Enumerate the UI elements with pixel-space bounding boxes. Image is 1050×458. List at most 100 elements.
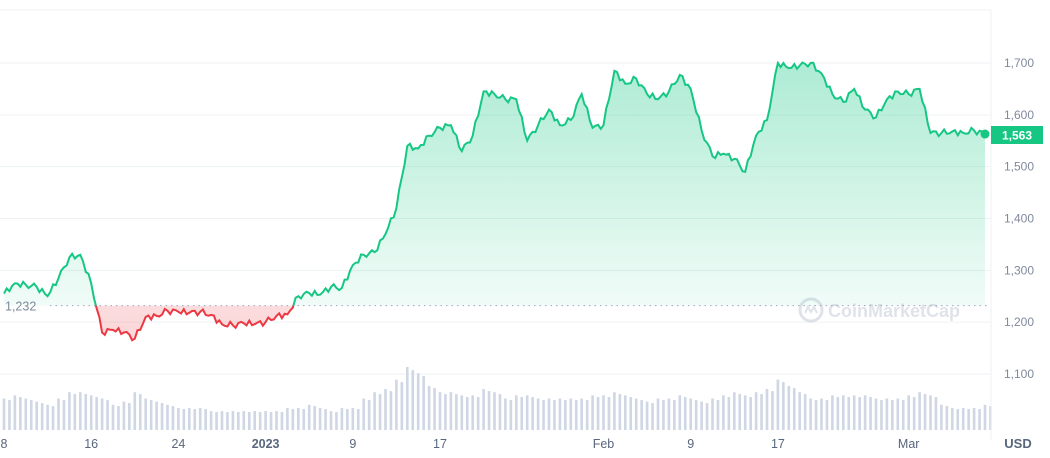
watermark-logo: CoinMarketCap <box>798 297 960 323</box>
volume-bar <box>438 392 442 430</box>
volume-bar <box>509 400 513 430</box>
volume-bar <box>809 398 812 430</box>
volume-bar <box>634 398 638 430</box>
volume-bar <box>978 409 981 430</box>
volume-bar <box>662 400 665 430</box>
volume-bar <box>945 406 949 430</box>
volume-bar <box>825 400 829 430</box>
volume-bar <box>689 398 692 430</box>
volume-bar <box>487 391 491 430</box>
volume-bar <box>389 391 393 430</box>
volume-bar <box>983 404 987 430</box>
x-tick-label: Mar <box>898 437 920 451</box>
volume-bar <box>645 401 649 430</box>
volume-bar <box>749 397 752 430</box>
x-tick-label: 17 <box>433 437 447 451</box>
volume-bar <box>852 395 856 430</box>
volume-bar <box>629 397 633 430</box>
volume-bar <box>885 398 889 430</box>
volume-bar <box>525 395 529 430</box>
volume-bar <box>373 392 376 430</box>
x-tick-label: 24 <box>171 437 185 451</box>
volume-bar <box>160 403 164 430</box>
volume-bar <box>771 391 774 430</box>
volume-bar <box>73 394 77 430</box>
volume-bar <box>269 412 273 430</box>
volume-bar <box>798 392 801 430</box>
volume-bar <box>733 392 736 430</box>
volume-bar <box>57 398 60 430</box>
volume-bar <box>411 370 415 430</box>
volume-bar <box>79 392 82 430</box>
volume-bar <box>198 407 202 430</box>
volume-bar <box>918 392 921 430</box>
volume-bar <box>258 412 262 430</box>
volume-bar <box>378 394 382 430</box>
volume-bar <box>569 398 573 430</box>
volume-bar <box>836 397 840 430</box>
volume-bar <box>226 412 229 430</box>
current-price-dot <box>980 129 990 139</box>
volume-bar <box>155 401 158 430</box>
volume-bar <box>100 398 104 430</box>
volume-bar <box>106 400 109 430</box>
volume-bar <box>956 409 960 430</box>
volume-bar <box>340 407 344 430</box>
volume-bar <box>215 412 218 430</box>
volume-bar <box>580 398 583 430</box>
volume-bar <box>144 398 147 430</box>
volume-bar <box>204 409 207 430</box>
volume-bar <box>716 400 720 430</box>
volume-bar <box>455 394 458 430</box>
volume-bar <box>138 394 142 430</box>
price-line-up <box>3 60 986 306</box>
volume-bar <box>433 388 436 430</box>
volume-bar <box>264 411 267 430</box>
volume-bar <box>694 400 698 430</box>
y-tick-label: 1,500 <box>1004 160 1034 174</box>
volume-bar <box>24 398 28 430</box>
volume-bar <box>46 404 49 430</box>
y-tick-label: 1,300 <box>1004 263 1034 277</box>
volume-bar <box>602 395 605 430</box>
volume-bar <box>678 395 682 430</box>
volume-bar <box>542 400 545 430</box>
volume-bar <box>324 409 327 430</box>
volume-bar <box>351 407 355 430</box>
volume-bar <box>384 389 387 430</box>
volume-bar <box>618 394 622 430</box>
volume-bar <box>231 411 235 430</box>
volume-bar <box>934 397 938 430</box>
volume-bar <box>907 395 910 430</box>
volume-bar <box>738 394 742 430</box>
volume-bar <box>787 385 791 430</box>
volume-bar <box>613 392 616 430</box>
volume-bar <box>700 401 703 430</box>
volume-bar <box>547 398 551 430</box>
volume-bar <box>335 412 338 430</box>
volume-bar <box>427 385 431 430</box>
currency-label: USD <box>1004 436 1031 451</box>
volume-bar <box>166 404 169 430</box>
volume-bar <box>177 407 180 430</box>
volume-bar <box>193 409 197 430</box>
volume-bar <box>596 397 600 430</box>
volume-bar <box>722 395 725 430</box>
volume-bar <box>286 407 289 430</box>
volume-bar <box>896 398 900 430</box>
volume-bar <box>880 400 883 430</box>
volume-bar <box>111 404 115 430</box>
volume-bar <box>362 398 365 430</box>
volume-bar <box>275 411 278 430</box>
volume-bar <box>149 400 153 430</box>
volume-bar <box>585 400 589 430</box>
volume-bar <box>531 397 534 430</box>
volume-bar <box>346 409 349 430</box>
volume-bar <box>515 395 518 430</box>
area-below-baseline <box>95 305 294 341</box>
volume-bar <box>820 398 823 430</box>
volume-bar <box>967 409 970 430</box>
volume-bar <box>237 412 240 430</box>
volume-bar <box>318 407 322 430</box>
